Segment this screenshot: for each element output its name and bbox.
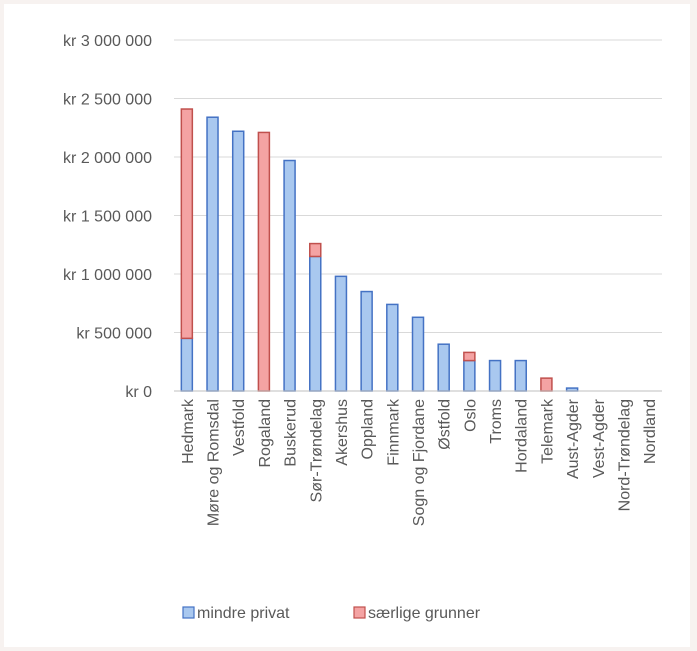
stacked-bar-chart: kr 0 kr 500 000 kr 1 000 000 kr 1 500 000 kr…	[63, 33, 662, 622]
x-tick-label: Finnmark	[385, 398, 402, 466]
y-tick-label: kr 0	[125, 384, 152, 401]
bar-segment-mindre-privat	[231, 130, 245, 392]
bar-segment-mindre-privat	[283, 159, 296, 392]
x-tick-label: Oslo	[462, 399, 479, 432]
x-tick-label: Nordland	[642, 399, 659, 464]
bar-segment-mindre-privat	[514, 359, 527, 392]
legend-label-mindre-privat: mindre privat	[197, 605, 290, 622]
x-tick-label: Østfold	[437, 399, 454, 450]
y-tick-label: kr 1 500 000	[63, 209, 152, 226]
x-tick-label: Troms	[488, 399, 505, 444]
y-tick-label: kr 500 000	[76, 326, 152, 343]
legend-swatch-saerlige-grunner	[353, 606, 366, 619]
bar-segment-mindre-privat	[180, 337, 194, 392]
x-axis-labels: Hedmark Møre og Romsdal Vestfold Rogaland Bu…	[180, 398, 659, 526]
bar-segment-saerlige-grunner	[540, 377, 553, 392]
bar-segment-saerlige-grunner	[257, 131, 271, 392]
bar-segment-mindre-privat	[386, 303, 399, 392]
y-tick-label: kr 2 000 000	[63, 150, 152, 167]
y-axis-ticks: kr 0 kr 500 000 kr 1 000 000 kr 1 500 000 kr…	[63, 33, 152, 401]
x-tick-label: Buskerud	[283, 399, 300, 467]
legend: mindre privat særlige grunner	[182, 605, 481, 622]
x-tick-label: Vest-Agder	[591, 398, 608, 478]
y-tick-label: kr 1 000 000	[63, 267, 152, 284]
x-tick-label: Vestfold	[231, 399, 248, 456]
bar-segment-mindre-privat	[463, 359, 476, 392]
x-tick-label: Telemark	[539, 398, 556, 464]
y-tick-label: kr 2 500 000	[63, 92, 152, 109]
x-tick-label: Sør-Trøndelag	[308, 399, 325, 502]
bar-segment-mindre-privat	[309, 255, 322, 392]
x-tick-label: Aust-Agder	[565, 398, 582, 479]
bar-segment-mindre-privat	[206, 116, 219, 392]
x-tick-label: Møre og Romsdal	[206, 399, 223, 526]
x-tick-label: Oppland	[360, 399, 377, 460]
x-tick-label: Akershus	[334, 399, 351, 466]
legend-swatch-mindre-privat	[182, 606, 195, 619]
x-tick-label: Hordaland	[514, 399, 531, 473]
bar-segment-saerlige-grunner	[180, 108, 194, 340]
legend-label-saerlige-grunner: særlige grunner	[368, 605, 481, 622]
bar-segment-mindre-privat	[360, 290, 373, 392]
bar-segment-mindre-privat	[488, 359, 502, 392]
bar-segment-saerlige-grunner	[463, 351, 476, 362]
x-tick-label: Rogaland	[257, 399, 274, 468]
bar-segment-saerlige-grunner	[309, 242, 322, 258]
bar-segment-mindre-privat	[411, 316, 425, 392]
y-tick-label: kr 3 000 000	[63, 33, 152, 50]
x-tick-label: Sogn og Fjordane	[411, 399, 428, 526]
bar-segment-mindre-privat	[437, 343, 450, 392]
gridlines	[174, 39, 662, 333]
bar-segment-mindre-privat	[334, 275, 348, 392]
x-tick-label: Nord-Trøndelag	[616, 399, 633, 511]
bars	[180, 108, 579, 392]
chart-frame: kr 0 kr 500 000 kr 1 000 000 kr 1 500 000 kr…	[4, 4, 690, 647]
x-tick-label: Hedmark	[180, 398, 197, 464]
